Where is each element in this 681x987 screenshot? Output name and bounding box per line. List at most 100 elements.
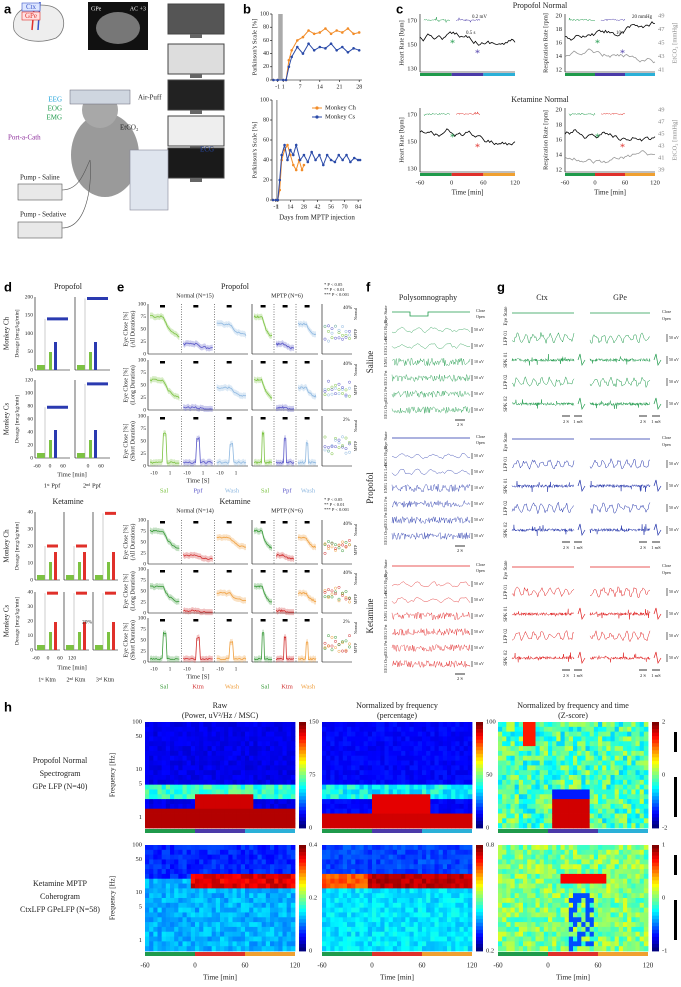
marker-star: * [450,132,455,143]
heatmap-cell [157,823,163,829]
heatmap-cell [211,936,217,942]
heatmap-cell [338,726,344,733]
heatmap-cell [338,765,344,771]
channels-text: Eye State [383,305,388,322]
heatmap-cell [535,765,541,771]
heatmap-cell [581,779,586,786]
heatmap-cell [236,746,242,752]
trace [149,378,180,399]
etco2-ticks-text: 47 [658,26,665,33]
heatmap-cell [286,854,292,860]
heatmap-cell [631,731,636,737]
ktm-ticks-text: 10 [28,633,34,639]
heatmap-cell [161,926,167,933]
heatmap-cell [203,750,208,757]
heatmap-cell [434,936,440,942]
heatmap-cell [286,775,292,781]
heatmap-cell [556,813,561,819]
data-point [324,27,327,30]
heatmap-cell [249,770,254,776]
heatmap-cell [322,813,327,819]
heatmap-cell [413,784,419,790]
heatmap-cell [261,898,267,904]
heatmap-cell [224,922,229,928]
trace [391,628,471,636]
heatmap-cell [422,864,427,870]
heatmap-cell [145,912,150,918]
heatmap-cell [359,813,365,819]
heatmap-cell [261,808,267,814]
heatmap-cell [355,813,360,819]
heatmap-cell [351,803,356,810]
heatmap-cell [417,878,423,884]
heatmap-cell [351,917,356,923]
heatmap-cell [290,941,296,947]
rows-text: GPe LFP (N=40) [33,782,88,791]
heatmap-cell [157,902,163,909]
heatmap-cell [598,784,603,790]
heatmap-cell [338,746,344,752]
heatmap-cell [397,878,402,884]
heatmap-cell [178,873,183,880]
heatmap-cell [220,873,225,880]
scatter-point [337,649,341,653]
heatmap-cell [342,873,348,880]
heatmap-cell [224,845,229,851]
trace [564,48,656,64]
heatmap-cell [249,893,254,899]
time-scales-text: 2 S [563,673,569,678]
cs-ppf-ticks-text: 0 [30,455,33,461]
heatmap-cell [265,722,271,728]
y-ticks-text: 10 [136,766,143,773]
heatmap-cell [401,922,406,928]
heatmap-cell [422,854,427,860]
heatmap-cell [257,936,263,942]
heatmap-cell [282,931,288,937]
heatmap-cell [351,883,356,889]
x-axis-label: Days from MPTP injection [279,214,355,222]
heatmap-cell [451,779,456,786]
heatmap-cell [531,750,536,757]
heatmap-cell [326,803,331,810]
heatmap-cell [228,845,233,851]
heatmap-cell [426,799,431,805]
y-ticks-text: 75 [141,314,147,320]
heatmap-cell [397,931,402,937]
heatmap-cell [161,922,167,928]
heatmap-cell [543,765,549,771]
data-point [272,78,275,82]
rows-text: (All Durations) [129,311,136,348]
stim-bar [260,521,266,524]
heatmap-cell [161,936,167,942]
heatmap-cell [442,784,448,790]
scales-text: 50 uV [474,453,484,458]
heatmap-cell [245,760,250,766]
heatmap-cell [514,765,520,771]
heatmap-cell [380,760,385,766]
scatter-point [330,444,334,448]
heatmap-cell [376,912,381,918]
heatmap-cell [401,803,406,810]
heatmap-cell [186,722,192,728]
heatmap-cell [405,755,410,761]
heatmap-cell [186,883,192,889]
heatmap-cell [186,873,192,880]
heatmap-cell [270,902,275,909]
heatmap-cell [220,755,225,761]
heatmap-cell [182,907,188,913]
heatmap-cell [442,818,448,824]
heatmap-cell [220,765,225,771]
heatmap-cell [174,803,179,810]
heatmap-cell [236,736,242,742]
scatter-point [334,445,337,449]
heatmap-cell [274,760,279,766]
heatmap-cell [447,736,452,742]
heatmap-cell [236,799,242,805]
heatmap-cell [347,941,352,947]
heatmap-cell [455,760,460,766]
heatmap-cell [190,741,196,747]
heatmap-cell [326,936,331,942]
colorbar-cell [299,810,306,815]
heatmap-cell [409,931,415,937]
heatmap-cell [363,770,369,776]
